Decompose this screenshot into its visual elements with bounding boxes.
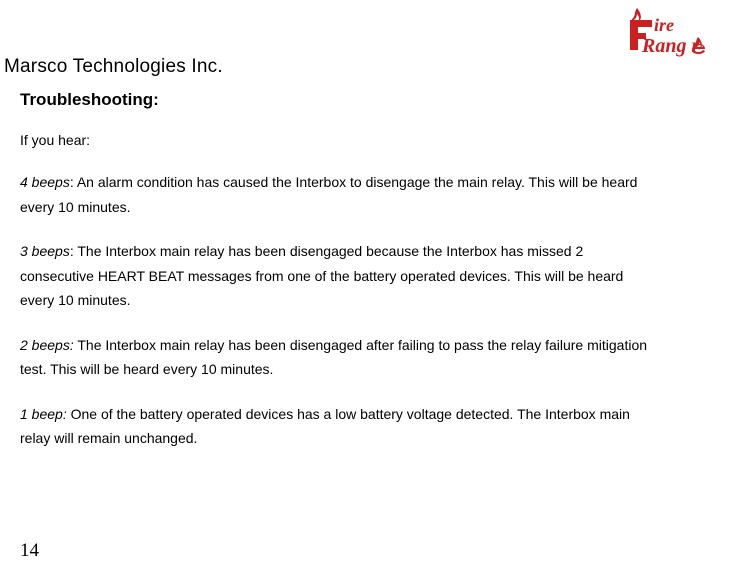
troubleshoot-item: 4 beeps: An alarm condition has caused t… <box>20 170 660 219</box>
document-page: ire Rang r Marsco Technologies Inc. Trou… <box>0 0 752 584</box>
page-number: 14 <box>20 540 39 562</box>
item-lead: 4 beeps <box>20 174 70 190</box>
item-body: One of the battery operated devices has … <box>20 406 630 447</box>
logo-bottom-text: Rang r <box>641 35 699 57</box>
troubleshoot-item: 2 beeps: The Interbox main relay has bee… <box>20 333 660 382</box>
troubleshoot-item: 1 beep: One of the battery operated devi… <box>20 402 660 451</box>
item-body: An alarm condition has caused the Interb… <box>20 174 637 215</box>
company-name: Marsco Technologies Inc. <box>4 56 223 78</box>
item-sep: : <box>70 174 77 190</box>
content-area: Troubleshooting: If you hear: 4 beeps: A… <box>20 90 660 471</box>
item-body: The Interbox main relay has been disenga… <box>20 337 647 378</box>
item-lead: 3 beeps <box>20 243 70 259</box>
section-heading: Troubleshooting: <box>20 90 660 110</box>
item-body: The Interbox main relay has been disenga… <box>20 243 623 308</box>
intro-text: If you hear: <box>20 132 660 148</box>
troubleshoot-item: 3 beeps: The Interbox main relay has bee… <box>20 239 660 313</box>
logo-top-text: ire <box>654 15 674 35</box>
item-lead: 1 beep: <box>20 406 67 422</box>
item-lead: 2 beeps: <box>20 337 74 353</box>
fire-ranger-logo: ire Rang r <box>620 6 730 65</box>
